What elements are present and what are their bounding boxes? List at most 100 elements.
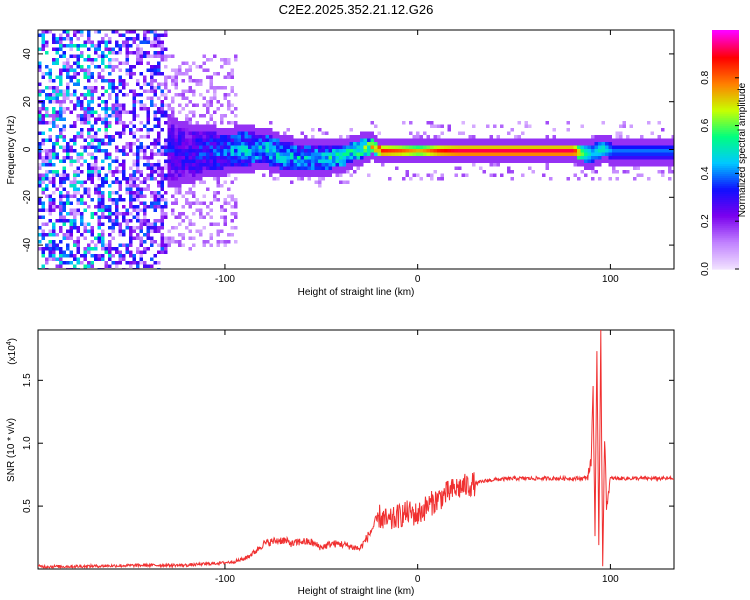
spectrogram-cell (69, 254, 73, 258)
spectrogram-cell (83, 250, 87, 254)
spectrogram-cell (552, 156, 556, 160)
spectrogram-cell (209, 103, 213, 107)
spectrogram-cell (80, 33, 84, 37)
spectrogram-cell (90, 156, 94, 160)
spectrogram-cell (542, 152, 546, 156)
spectrogram-cell (538, 149, 542, 153)
spectrogram-cell (108, 107, 112, 111)
spectrogram-cell (171, 107, 175, 111)
spectrogram-cell (150, 128, 154, 132)
spectrogram-cell (556, 138, 560, 142)
spectrogram-cell (454, 173, 458, 177)
spectrogram-cell (73, 72, 77, 76)
spectrogram-cell (612, 170, 616, 174)
spectrogram-cell (139, 219, 143, 223)
spectrogram-cell (171, 82, 175, 86)
spectrogram-cell (605, 138, 609, 142)
spectrogram-cell (251, 159, 255, 163)
spectrogram-cell (402, 159, 406, 163)
spectrogram-cell (143, 149, 147, 153)
colorbar-segment (712, 139, 739, 143)
spectrogram-cell (619, 135, 623, 139)
spectrogram-cell (416, 135, 420, 139)
spectrogram-cell (111, 135, 115, 139)
spectrogram-cell (153, 124, 157, 128)
spectrogram-cell (139, 194, 143, 198)
spectrogram-cell (633, 163, 637, 167)
spectrogram-cell (122, 124, 126, 128)
spectrogram-cell (73, 254, 77, 258)
spectrogram-cell (160, 145, 164, 149)
spectrogram-cell (52, 173, 56, 177)
spectrogram-cell (395, 142, 399, 146)
spectrogram-cell (545, 166, 549, 170)
spectrogram-cell (444, 152, 448, 156)
spectrogram-cell (220, 135, 224, 139)
spectrogram-cell (48, 163, 52, 167)
spectrogram-cell (59, 205, 63, 209)
spectrogram-cell (55, 114, 59, 118)
spectrogram-cell (157, 61, 161, 65)
spectrogram-cell (52, 37, 56, 41)
spectrogram-cell (150, 243, 154, 247)
spectrogram-cell (181, 170, 185, 174)
spectrogram-cell (97, 96, 101, 100)
spectrogram-cell (223, 180, 227, 184)
spectrogram-cell (622, 124, 626, 128)
spectrogram-cell (38, 89, 42, 93)
spectrogram-cell (328, 166, 332, 170)
spectrogram-cell (360, 135, 364, 139)
spectrogram-cell (199, 114, 203, 118)
spectrogram-cell (255, 145, 259, 149)
spectrogram-cell (73, 180, 77, 184)
spectrogram-cell (405, 156, 409, 160)
spectrogram-cell (321, 156, 325, 160)
spectrogram-cell (139, 121, 143, 125)
spectrogram-cell (241, 152, 245, 156)
spectrogram-cell (531, 156, 535, 160)
spectrogram-cell (321, 149, 325, 153)
spectrogram-cell (216, 170, 220, 174)
spectrogram-cell (87, 117, 91, 121)
spectrogram-cell (45, 138, 49, 142)
spectrogram-cell (136, 250, 140, 254)
spectrogram-cell (104, 121, 108, 125)
spectrogram-cell (377, 159, 381, 163)
spectrogram-cell (178, 72, 182, 76)
spectrogram-cell (45, 86, 49, 90)
spectrogram-cell (202, 173, 206, 177)
spectrogram-cell (41, 180, 45, 184)
spectrogram-cell (220, 152, 224, 156)
spectrogram-cell (195, 135, 199, 139)
colorbar-segment (712, 97, 739, 101)
spectrogram-cell (143, 201, 147, 205)
spectrogram-cell (468, 159, 472, 163)
spectrogram-cell (157, 86, 161, 90)
spectrogram-cell (146, 30, 150, 34)
spectrogram-cell (108, 51, 112, 55)
spectrogram-cell (146, 121, 150, 125)
spectrogram-cell (97, 254, 101, 258)
spectrogram-cell (167, 180, 171, 184)
spectrogram-cell (125, 250, 129, 254)
spectrogram-cell (552, 142, 556, 146)
spectrogram-cell (139, 58, 143, 62)
spectrogram-cell (335, 142, 339, 146)
spectrogram-cell (125, 219, 129, 223)
spectrogram-cell (510, 128, 514, 132)
spectrogram-cell (234, 170, 238, 174)
spectrogram-cell (125, 247, 129, 251)
spectrogram-cell (115, 145, 119, 149)
spectrogram-cell (321, 138, 325, 142)
spectrogram-cell (286, 166, 290, 170)
spectrogram-cell (153, 198, 157, 202)
spectrogram-cell (307, 152, 311, 156)
spectrogram-cell (412, 152, 416, 156)
spectrogram-cell (384, 142, 388, 146)
spectrogram-cell (524, 124, 528, 128)
spectrogram-cell (328, 159, 332, 163)
spectrogram-cell (202, 226, 206, 230)
spectrogram-cell (41, 229, 45, 233)
spectrogram-cell (244, 135, 248, 139)
spectrogram-cell (150, 163, 154, 167)
